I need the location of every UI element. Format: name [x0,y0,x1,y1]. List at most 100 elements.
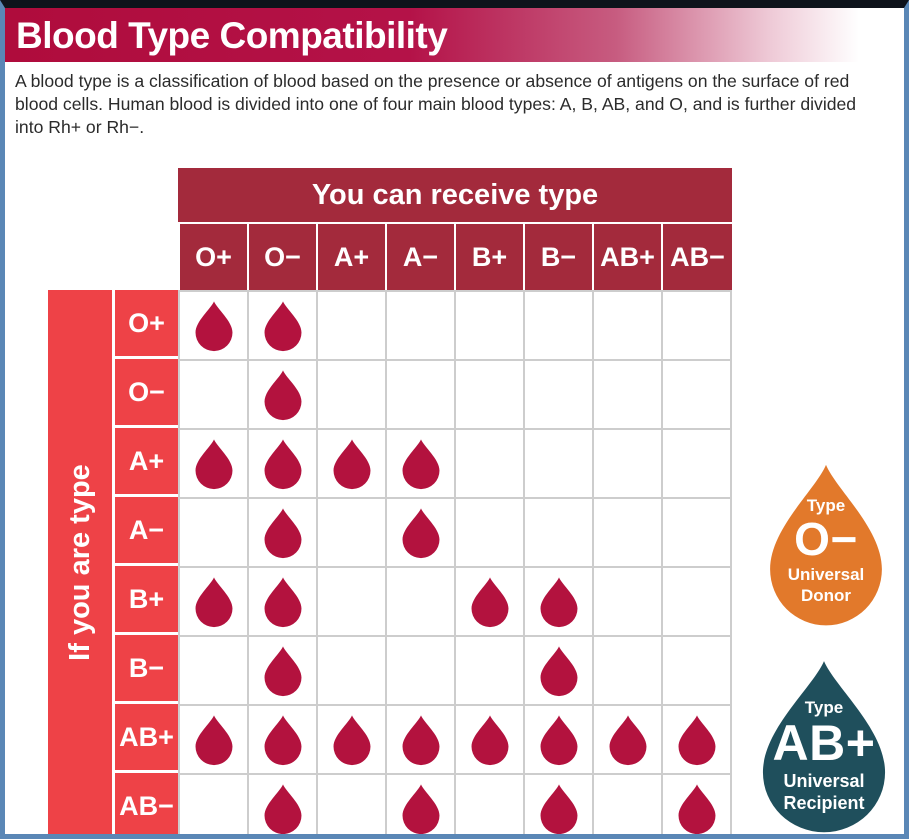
row-label-cell: A+ [115,428,178,497]
matrix-cell [180,568,249,637]
matrix-cell [249,775,318,834]
matrix-cell [456,775,525,834]
matrix-cell [249,637,318,706]
blood-drop-icon [609,714,646,765]
row-label-cell: B+ [115,566,178,635]
matrix-cell [594,706,663,775]
row-label-cell: B− [115,635,178,704]
blood-drop-icon [402,438,439,489]
column-header-cell: O+ [180,224,249,290]
matrix-cell [318,568,387,637]
matrix-cell [456,568,525,637]
matrix-cell [663,706,732,775]
blood-drop-icon [264,300,301,351]
row-label-cell: A− [115,497,178,566]
matrix-cell [387,361,456,430]
matrix-cell [525,706,594,775]
matrix-cell [387,499,456,568]
matrix-cell [318,637,387,706]
matrix-cell [387,292,456,361]
matrix-cell [180,637,249,706]
blood-drop-icon [678,714,715,765]
badge-universal-recipient: Type AB+ Universal Recipient [753,657,895,834]
matrix-cell [594,637,663,706]
matrix-cell [525,499,594,568]
matrix-cell [525,361,594,430]
matrix-cell [456,499,525,568]
matrix-cell [663,499,732,568]
donor-drop-shape-icon [770,464,882,626]
page-title: Blood Type Compatibility [16,15,448,56]
blood-drop-icon [540,576,577,627]
matrix-cell [180,430,249,499]
blood-drop-icon [333,438,370,489]
row-label-cell: O+ [115,290,178,359]
matrix-cell [249,568,318,637]
row-axis-label: If you are type [63,463,96,661]
matrix-cell [318,430,387,499]
matrix-cell [318,499,387,568]
matrix-cell [387,568,456,637]
blood-drop-icon [402,714,439,765]
column-header-row: O+ O− A+ A− B+ B− AB+ AB− [178,224,732,290]
badge-blood-type: O− [794,512,858,565]
badge-caption-line2: Donor [800,585,852,605]
matrix-cell [594,361,663,430]
blood-drop-icon [264,369,301,420]
column-header-cell: AB− [663,224,732,290]
column-header-cell: A+ [318,224,387,290]
blood-drop-icon [471,714,508,765]
blood-drop-icon [540,714,577,765]
badge-universal-donor: Type O− Universal Donor [761,461,891,628]
matrix-cell [180,292,249,361]
column-axis-banner: You can receive type [178,168,732,222]
matrix-cell [663,361,732,430]
matrix-cell [594,292,663,361]
blood-drop-icon [264,438,301,489]
matrix-cell [180,775,249,834]
blood-drop-icon [333,714,370,765]
blood-drop-icon [264,645,301,696]
matrix-cell [249,361,318,430]
matrix-cell [594,568,663,637]
matrix-cell [387,775,456,834]
column-header-cell: AB+ [594,224,663,290]
matrix-cell [318,361,387,430]
matrix-cell [249,499,318,568]
matrix-cell [318,706,387,775]
blood-drop-icon [402,507,439,558]
badge-caption-line2: Recipient [783,793,865,814]
blood-drop-icon [540,645,577,696]
blood-drop-icon [195,714,232,765]
matrix-cell [180,499,249,568]
matrix-cell [249,292,318,361]
blood-drop-icon [195,438,232,489]
matrix-cell [594,499,663,568]
matrix-cell [525,775,594,834]
matrix-cell [663,430,732,499]
matrix-cell [525,637,594,706]
blood-drop-icon [402,783,439,834]
badge-caption-line1: Universal [787,564,865,584]
row-label-cell: O− [115,359,178,428]
badge-type-label: Type [806,496,846,515]
blood-drop-icon [264,507,301,558]
matrix-cell [456,706,525,775]
badge-blood-type: AB+ [772,714,876,771]
matrix-cell [387,430,456,499]
matrix-grid [178,290,732,834]
matrix-cell [180,706,249,775]
blood-drop-icon [264,783,301,834]
column-header-cell: O− [249,224,318,290]
recipient-drop-shape-icon [762,661,886,833]
matrix-cell [525,292,594,361]
row-label-cell: AB− [115,773,178,834]
blood-drop-icon [264,714,301,765]
blood-drop-icon [540,783,577,834]
blood-drop-icon [471,576,508,627]
matrix-cell [525,430,594,499]
matrix-cell [663,637,732,706]
row-label-column: O+ O− A+ A− B+ B− AB+ AB− [115,290,178,834]
matrix-cell [663,568,732,637]
donor-badge-text: Type O− Universal Donor [761,461,891,628]
